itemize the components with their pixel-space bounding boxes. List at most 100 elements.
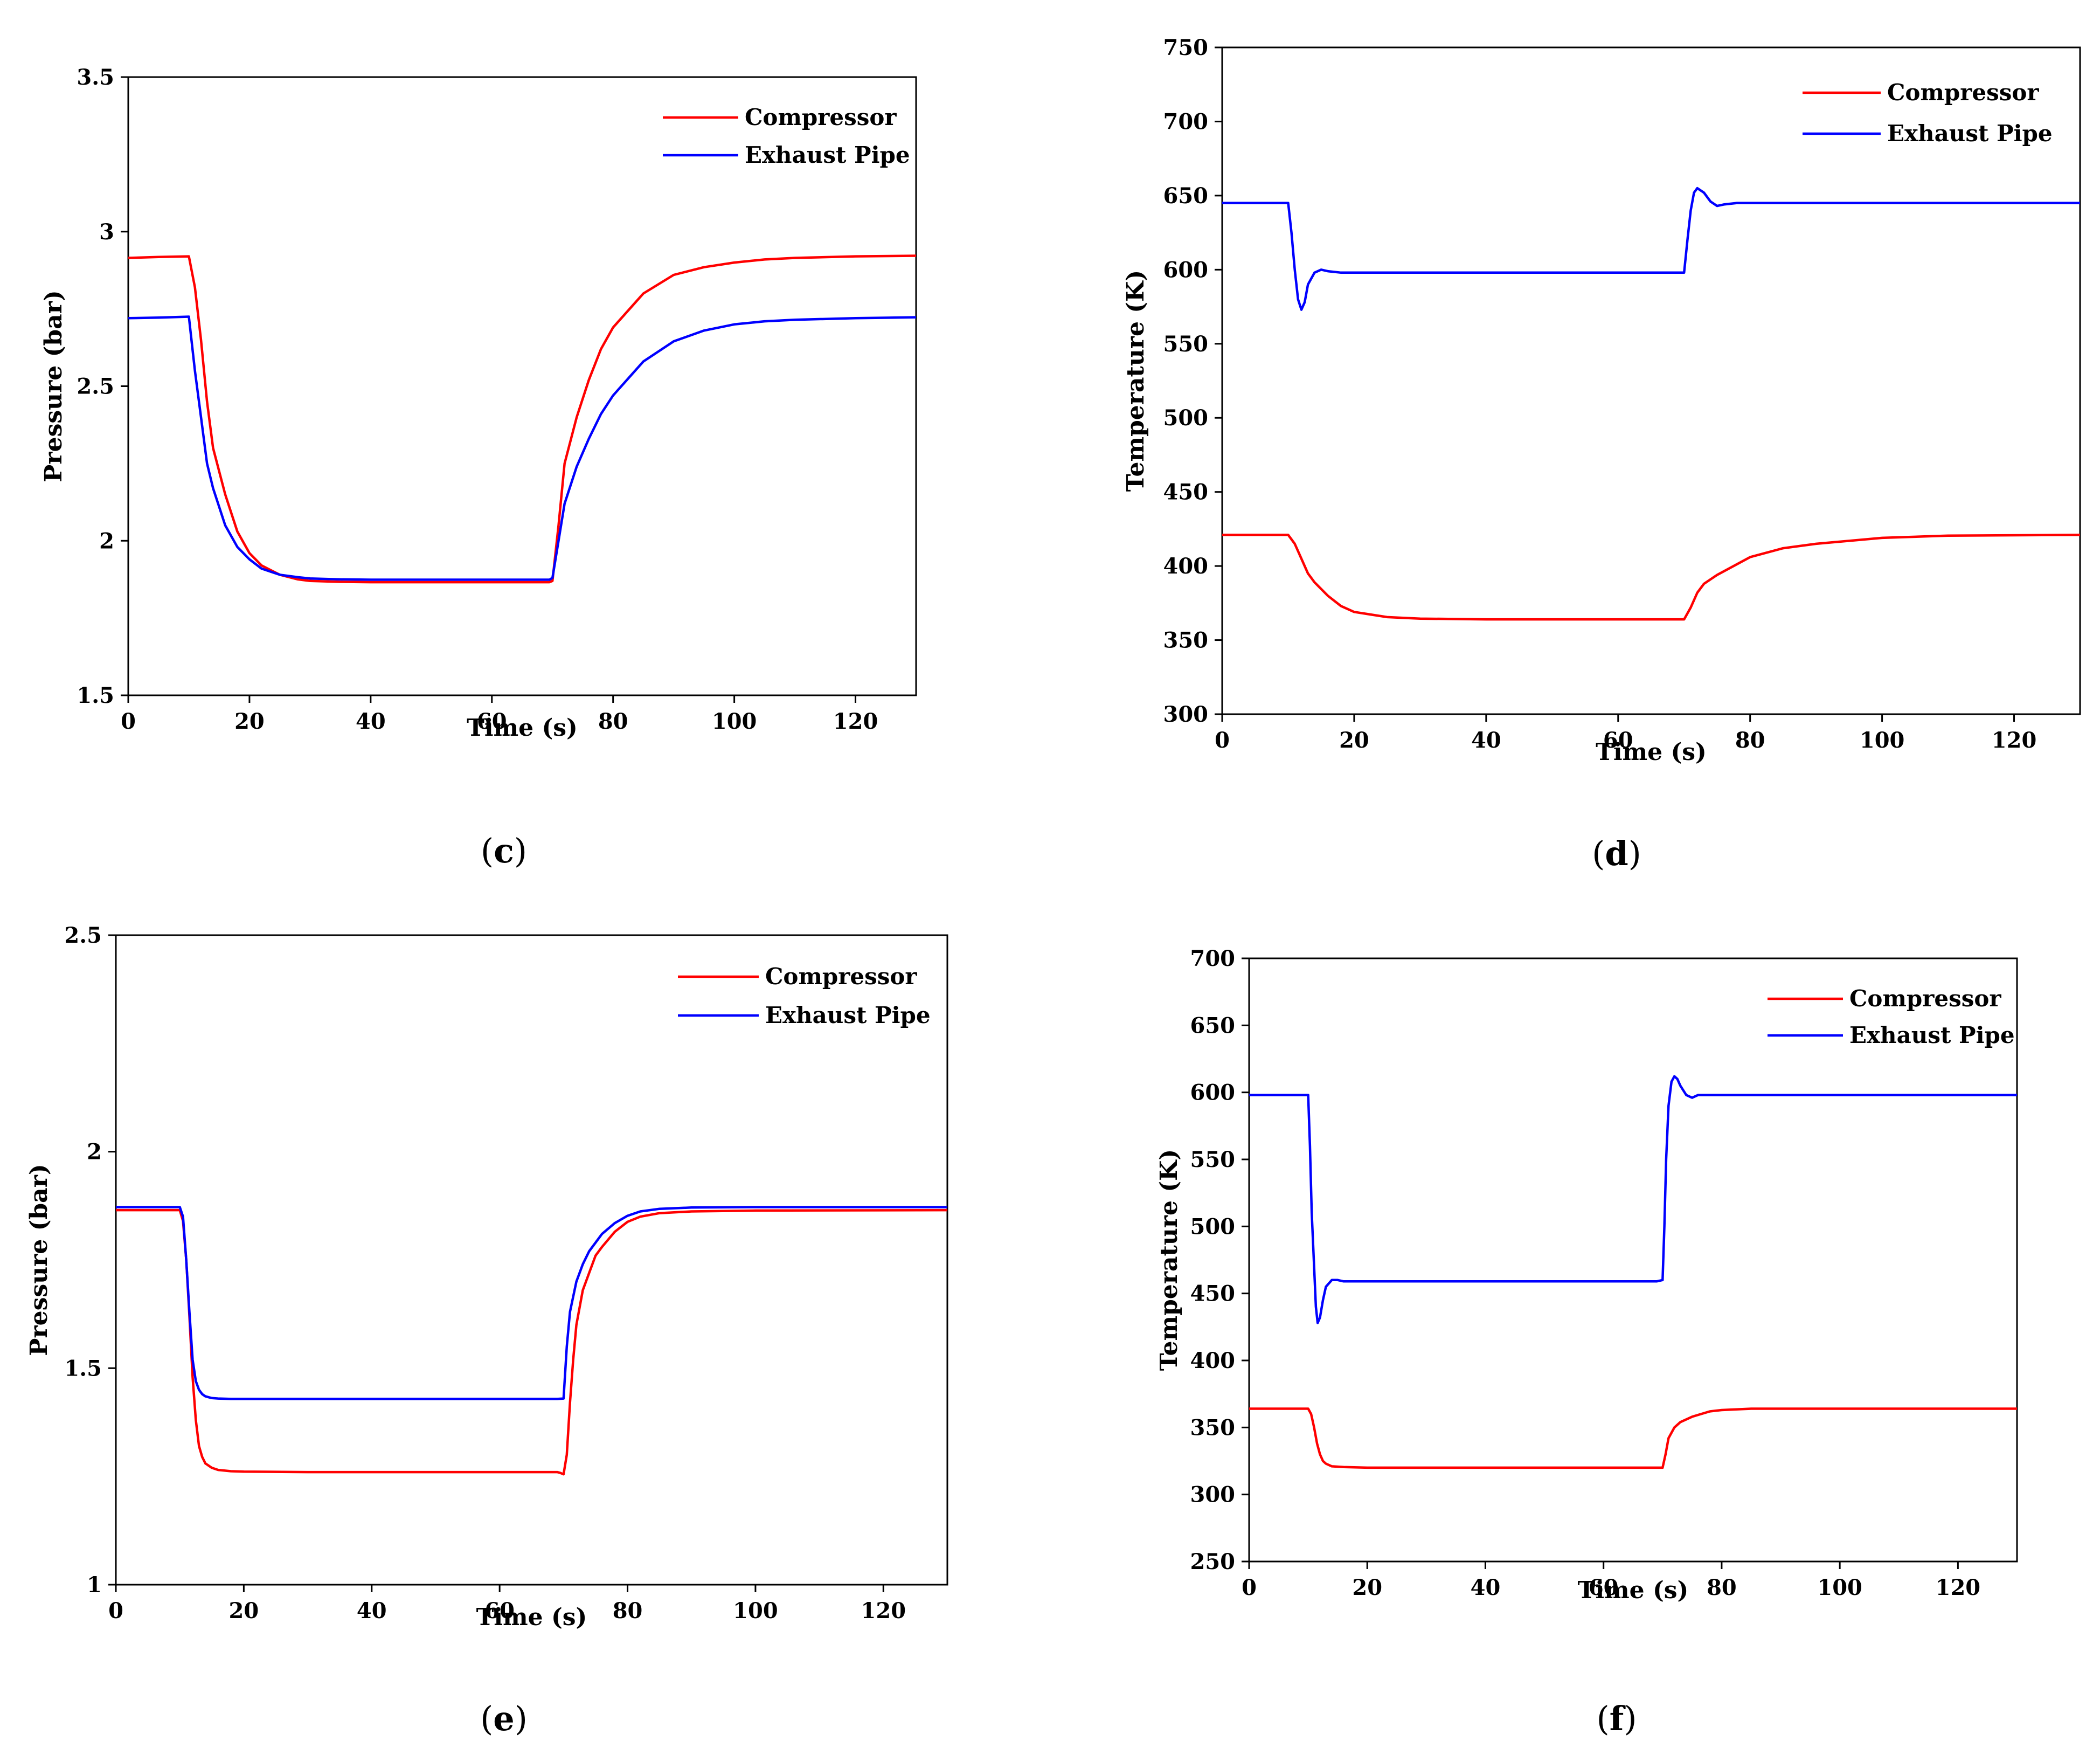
series-line-exhaust-pipe [1222,186,2080,311]
panel-f-temperature-chart: 0 20 40 60 80 100 120 250 300 350 400 450 500 550 600 6… [1155,946,2018,1738]
panel-label-close-paren: ) [1628,834,1641,873]
series-line-compressor [1249,1407,2017,1469]
panel-label: (d) [1592,834,1641,873]
y-tick-label: 700 [1190,946,1236,971]
y-tick-label: 650 [1190,1013,1236,1038]
x-tick-label: 40 [356,709,386,734]
y-tick-label: 350 [1163,628,1209,653]
x-tick-label: 20 [1339,728,1369,753]
panel-label-close-paren: ) [1624,1699,1637,1738]
x-tick-label: 0 [1215,728,1230,753]
y-tick-label: 700 [1163,109,1209,134]
plot-frame [127,76,917,696]
y-axis-label: Temperature (K) [1155,1149,1183,1371]
y-tick-label: 400 [1163,554,1209,579]
panel-label-close-paren: ) [515,1699,528,1738]
plot-frame [115,934,948,1586]
legend-label: Compressor [1849,985,2001,1012]
panel-label-letter: c [494,831,514,870]
x-tick-label: 100 [1817,1575,1862,1600]
y-tick-label: 350 [1190,1415,1236,1440]
x-tick-label: 80 [1707,1575,1737,1600]
x-axis-label: Time (s) [1578,1577,1689,1604]
x-tick-label: 60 [1589,1575,1619,1600]
x-tick-label: 0 [108,1598,123,1623]
panel-label: (f) [1596,1699,1637,1738]
y-tick-label: 400 [1190,1348,1236,1373]
x-tick-label: 0 [1242,1575,1257,1600]
series-line-exhaust-pipe [128,315,916,581]
series-line-compressor [116,1208,947,1476]
y-tick-label: 450 [1163,480,1209,505]
x-tick-label: 120 [861,1598,906,1623]
y-tick-label: 750 [1163,35,1209,60]
panel-label-letter: e [493,1699,514,1738]
x-tick-label: 20 [234,709,265,734]
y-tick-label: 3.5 [77,65,114,90]
plot-frame [1248,957,2018,1563]
y-tick-label: 600 [1163,257,1209,282]
panel-label-close-paren: ) [514,831,527,870]
x-tick-label: 20 [229,1598,259,1623]
panel-e-pressure-chart: 0 20 40 60 80 100 120 1 1.5 2 2.5 Time (s) Pressure … [25,923,948,1738]
y-tick-label: 2.5 [64,923,102,948]
panel-label-open-paren: ( [1596,1699,1609,1738]
y-tick-label: 500 [1163,405,1209,431]
x-tick-label: 40 [357,1598,387,1623]
series-line-compressor [128,254,916,584]
panel-label-letter: f [1610,1699,1626,1738]
x-tick-label: 100 [1860,728,1905,753]
panel-c-pressure-chart: 0 20 40 60 80 100 120 1.5 2 2.5 3 3.5 Time (s) Pressu… [40,65,917,870]
x-tick-label: 100 [712,709,757,734]
panel-label: (c) [481,831,527,870]
y-axis-label: Pressure (bar) [25,1164,53,1356]
legend-label: Exhaust Pipe [1887,120,2053,147]
y-tick-label: 600 [1190,1080,1236,1106]
x-axis-label: Time (s) [1596,738,1707,766]
panel-d-temperature-chart: 0 20 40 60 80 100 120 300 350 400 450 500 550 600 650 7… [1122,35,2081,873]
legend-label: Exhaust Pipe [745,142,910,168]
y-axis-label: Pressure (bar) [40,290,67,482]
x-axis-label: Time (s) [476,1604,587,1631]
legend-label: Compressor [765,963,917,990]
series-line-exhaust-pipe [116,1206,947,1400]
y-tick-label: 3 [99,219,114,245]
y-tick-label: 650 [1163,183,1209,209]
legend-label: Compressor [1887,79,2039,106]
y-tick-label: 250 [1190,1549,1236,1574]
y-tick-label: 500 [1190,1214,1236,1239]
y-axis-label: Temperature (K) [1122,270,1149,492]
x-tick-label: 60 [484,1598,515,1623]
x-tick-label: 60 [1603,728,1633,753]
panel-label-open-paren: ( [481,831,494,870]
y-tick-label: 1.5 [77,683,114,708]
x-tick-label: 120 [833,709,878,734]
x-axis-label: Time (s) [467,714,578,742]
x-tick-label: 80 [613,1598,643,1623]
legend-label: Exhaust Pipe [765,1002,931,1028]
x-tick-label: 40 [1471,728,1501,753]
y-tick-label: 550 [1163,331,1209,357]
x-tick-label: 20 [1352,1575,1382,1600]
panel-label-open-paren: ( [480,1699,493,1738]
y-tick-label: 300 [1190,1482,1236,1508]
y-tick-label: 2.5 [77,374,114,399]
y-tick-label: 550 [1190,1147,1236,1172]
y-tick-label: 450 [1190,1281,1236,1307]
x-tick-label: 120 [1992,728,2037,753]
y-tick-label: 300 [1163,702,1209,727]
x-tick-label: 100 [733,1598,778,1623]
series-line-compressor [1222,534,2080,621]
y-tick-label: 2 [87,1139,102,1165]
y-tick-label: 1 [87,1572,102,1598]
panel-label: (e) [480,1699,528,1738]
x-tick-label: 0 [121,709,136,734]
y-tick-label: 1.5 [64,1356,102,1381]
x-tick-label: 40 [1471,1575,1501,1600]
panel-label-open-paren: ( [1592,834,1605,873]
panel-label-letter: d [1605,834,1628,873]
x-tick-label: 60 [477,709,507,734]
y-tick-label: 2 [99,528,114,554]
legend-label: Exhaust Pipe [1849,1022,2015,1048]
